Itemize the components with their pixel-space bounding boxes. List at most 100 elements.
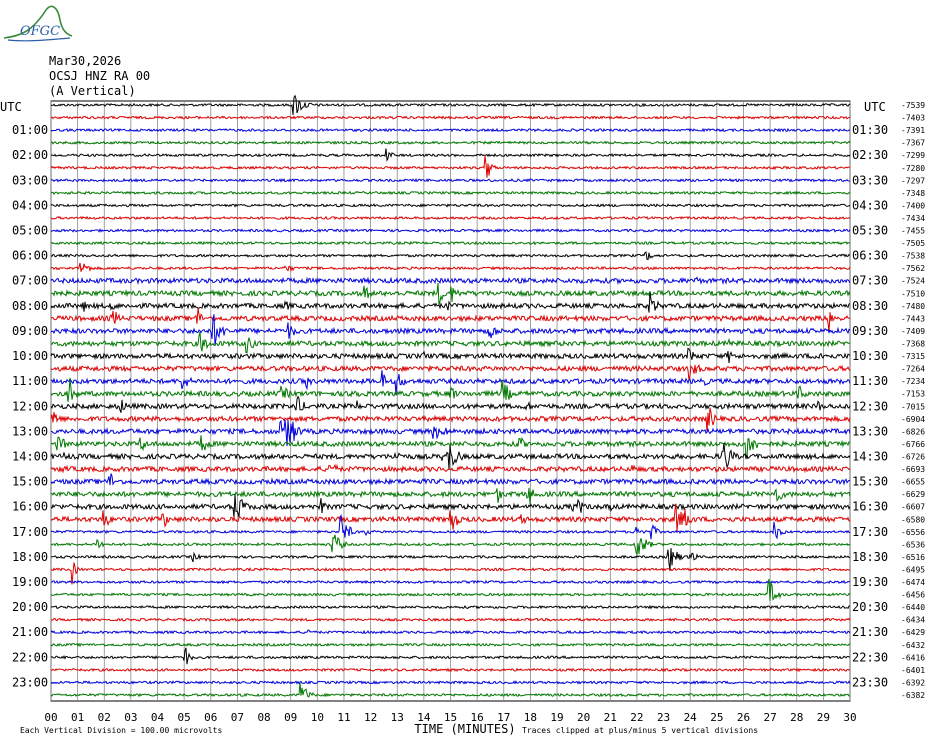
trace-offset-label: -7443	[901, 314, 925, 323]
hour-label-left: 22:00	[12, 650, 48, 664]
trace-offset-label: -6474	[901, 578, 925, 587]
trace-offset-label: -7409	[901, 327, 925, 336]
trace-1	[50, 115, 851, 120]
trace-9	[50, 215, 851, 221]
trace-offset-label: -7153	[901, 390, 925, 399]
trace-offset-label: -6766	[901, 440, 925, 449]
hour-label-right: 13:30	[852, 424, 888, 438]
trace-15	[50, 282, 851, 306]
trace-offset-label: -7280	[901, 164, 925, 173]
trace-offset-label: -6904	[901, 415, 925, 424]
footer-right: Traces clipped at plus/minus 5 vertical …	[522, 726, 758, 735]
ofgc-logo-icon	[3, 5, 73, 42]
x-tick-label: 06	[204, 711, 217, 724]
trace-offset-label: -7480	[901, 302, 925, 311]
trace-offset-label: -7368	[901, 340, 925, 349]
trace-45	[50, 667, 851, 673]
trace-offset-label: -7400	[901, 201, 925, 210]
hour-label-left: 06:00	[12, 249, 48, 263]
trace-7	[50, 190, 851, 196]
x-tick-label: 17	[497, 711, 510, 724]
hour-label-right: 09:30	[852, 324, 888, 338]
hour-label-left: 17:00	[12, 525, 48, 539]
trace-22	[50, 370, 851, 396]
hour-label-left: 21:00	[12, 625, 48, 639]
hour-label-right: 01:30	[852, 123, 888, 137]
hour-label-left: 07:00	[12, 274, 48, 288]
trace-41	[50, 617, 851, 623]
utc-label-left: UTC	[0, 100, 22, 114]
trace-offset-label: -7315	[901, 352, 925, 361]
trace-offset-label: -7391	[901, 126, 925, 135]
trace-33	[50, 503, 851, 532]
x-tick-label: 16	[471, 711, 484, 724]
trace-0	[50, 94, 851, 116]
x-tick-label: 07	[231, 711, 244, 724]
hour-label-right: 18:30	[852, 550, 888, 564]
trace-offset-label: -6693	[901, 465, 925, 474]
trace-offset-label: -6432	[901, 641, 925, 650]
trace-offset-label: -7299	[901, 151, 925, 160]
hour-label-left: 20:00	[12, 600, 48, 614]
hour-label-right: 11:30	[852, 374, 888, 388]
hour-label-right: 07:30	[852, 274, 888, 288]
trace-offset-label: -6429	[901, 628, 925, 637]
x-tick-label: 02	[98, 711, 111, 724]
x-tick-label: 03	[124, 711, 137, 724]
trace-offset-label: -6607	[901, 503, 925, 512]
trace-17	[50, 307, 851, 333]
trace-offset-label: -6580	[901, 515, 925, 524]
hour-label-left: 01:00	[12, 123, 48, 137]
hour-label-right: 05:30	[852, 224, 888, 238]
trace-offset-label: -7434	[901, 214, 925, 223]
hour-label-right: 02:30	[852, 148, 888, 162]
x-axis-label: TIME (MINUTES)	[414, 722, 515, 736]
x-tick-label: 20	[577, 711, 590, 724]
x-tick-label: 13	[391, 711, 404, 724]
x-tick-label: 00	[44, 711, 57, 724]
trace-offset-label: -6401	[901, 666, 925, 675]
trace-27	[50, 435, 851, 460]
trace-38	[50, 579, 851, 585]
hour-label-right: 23:30	[852, 675, 888, 689]
x-tick-label: 04	[151, 711, 165, 724]
x-tick-label: 23	[657, 711, 670, 724]
trace-offset-label: -6382	[901, 691, 925, 700]
hour-label-left: 14:00	[12, 449, 48, 463]
trace-offset-label: -6826	[901, 427, 925, 436]
trace-offset-label: -7234	[901, 377, 925, 386]
trace-offset-label: -7264	[901, 365, 925, 374]
trace-offset-label: -6536	[901, 540, 925, 549]
hour-label-right: 19:30	[852, 575, 888, 589]
hour-label-right: 16:30	[852, 500, 888, 514]
footer-left: Each Vertical Division = 100.00 microvol…	[20, 726, 222, 735]
hour-label-left: 12:00	[12, 399, 48, 413]
trace-34	[50, 513, 851, 540]
x-tick-label: 10	[311, 711, 324, 724]
trace-offset-label: -7562	[901, 264, 925, 273]
labels: UTC UTC 01:00 02:00 03:00 04:00 05:00 06:00 07:0…	[0, 100, 925, 736]
hour-label-right: 06:30	[852, 249, 888, 263]
hour-label-right: 10:30	[852, 349, 888, 363]
hour-label-left: 03:00	[12, 173, 48, 187]
hour-label-right: 14:30	[852, 449, 888, 463]
trace-46	[50, 680, 851, 685]
trace-44	[50, 647, 851, 665]
trace-4	[50, 148, 851, 162]
hour-label-right: 03:30	[852, 173, 888, 187]
trace-offset-label: -7297	[901, 176, 925, 185]
trace-13	[50, 262, 851, 273]
trace-29	[50, 463, 851, 474]
hour-label-left: 11:00	[12, 374, 48, 388]
hour-label-left: 04:00	[12, 198, 48, 212]
trace-offset-label: -6629	[901, 490, 925, 499]
header-component: (A Vertical)	[49, 84, 136, 98]
trace-offset-label: -7505	[901, 239, 925, 248]
trace-offset-label: -6556	[901, 528, 925, 537]
x-tick-label: 08	[257, 711, 270, 724]
trace-offset-label: -6726	[901, 452, 925, 461]
trace-offset-label: -6495	[901, 565, 925, 574]
trace-offset-label: -7455	[901, 227, 925, 236]
